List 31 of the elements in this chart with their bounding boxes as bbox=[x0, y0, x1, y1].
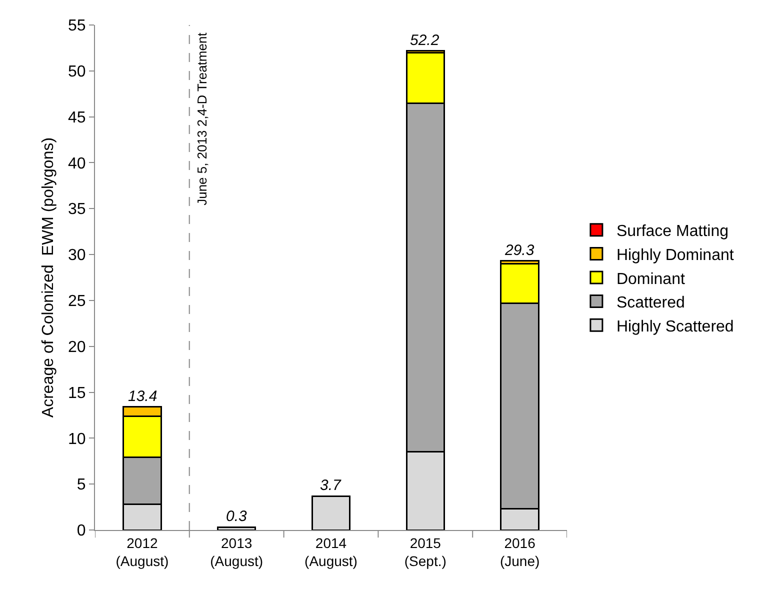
y-tick-label: 5 bbox=[76, 476, 86, 494]
x-tick-label: 2014 (August) bbox=[304, 534, 358, 569]
annotation: June 5, 2013 2,4-D Treatment bbox=[194, 32, 210, 206]
y-tick-label: 30 bbox=[68, 247, 86, 264]
y-tick-label: 40 bbox=[68, 155, 86, 172]
total-label: 0.3 bbox=[226, 508, 248, 525]
legend-label: Dominant bbox=[616, 270, 686, 288]
total-label: 3.7 bbox=[320, 477, 342, 494]
x-tick-label: 2013 (August) bbox=[210, 534, 264, 569]
x-tick-label: 2012 (August) bbox=[116, 534, 169, 569]
y-tick-label: 50 bbox=[68, 64, 86, 81]
y-tick-label: 0 bbox=[76, 522, 86, 540]
y-tick-label: 35 bbox=[68, 201, 86, 218]
bar bbox=[216, 526, 256, 530]
total-label: 52.2 bbox=[410, 32, 440, 49]
y-tick-label: 10 bbox=[68, 430, 86, 448]
y-tick-label: 45 bbox=[68, 109, 86, 126]
legend-label: Scattered bbox=[616, 294, 685, 312]
y-axis-title: Acreage of Colonized EWM (polygons) bbox=[40, 137, 57, 418]
legend-label: Highly Dominant bbox=[616, 246, 734, 264]
total-label: 13.4 bbox=[128, 388, 158, 405]
y-tick-label: 20 bbox=[68, 338, 86, 356]
y-tick-label: 55 bbox=[68, 18, 86, 35]
bar bbox=[311, 495, 351, 530]
y-tick-label: 15 bbox=[68, 384, 86, 402]
x-tick-label: 2016 (June) bbox=[500, 534, 540, 569]
legend-label: Highly Scattered bbox=[616, 318, 734, 336]
y-tick-label: 25 bbox=[68, 293, 86, 310]
legend-label: Surface Matting bbox=[616, 223, 729, 240]
total-label: 29.3 bbox=[504, 242, 535, 259]
x-tick-label: 2015 (Sept.) bbox=[404, 534, 446, 569]
